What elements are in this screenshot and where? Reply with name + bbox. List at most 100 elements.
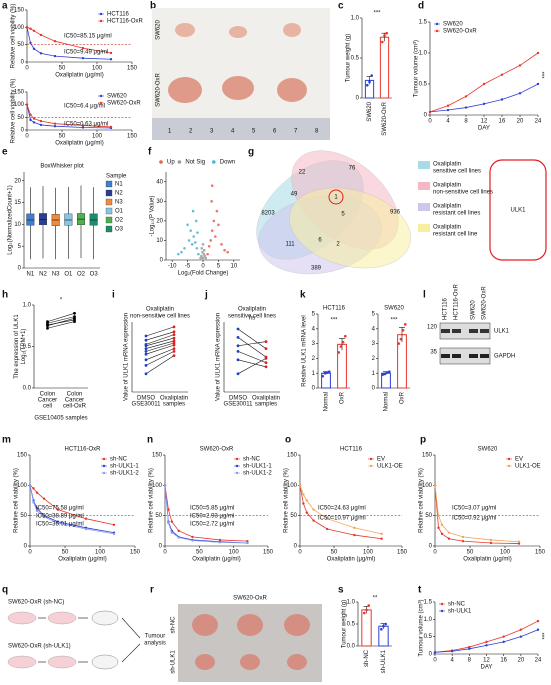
legend-label: SW620-OxR [107, 101, 141, 107]
y-tick-label: 100 [17, 483, 28, 489]
x-axis-label: Oxaliplatin (μg/ml) [55, 73, 103, 79]
y-tick-label: 10 [14, 222, 21, 228]
data-point [321, 374, 325, 378]
x-tick-label: 20 [517, 658, 524, 664]
x-tick-label: samples [163, 402, 185, 408]
data-point [380, 532, 383, 536]
x-tick-label: 0 [25, 66, 29, 72]
y-tick-label: 20 [156, 218, 163, 224]
panel-label: n [147, 435, 153, 446]
bar [337, 343, 347, 389]
data-point [236, 350, 240, 353]
data-point [200, 254, 203, 258]
data-point [144, 347, 148, 350]
data-point [264, 340, 268, 343]
x-axis-label: Oxaliplatin (μg/ml) [327, 557, 375, 563]
x-axis-label: Log₂(Fold Change) [178, 271, 229, 277]
data-point [46, 323, 49, 327]
data-point [193, 241, 197, 244]
annotation: IC50=75.58 μg/ml [36, 506, 84, 512]
legend-marker [99, 12, 103, 16]
legend-label: HCT116-OxR [107, 19, 144, 25]
x-tick-label: 0 [28, 550, 32, 556]
data-point [206, 252, 209, 256]
data-point [218, 541, 222, 544]
y-tick-label: 0 [24, 544, 28, 550]
pair-line [145, 351, 175, 366]
data-point [500, 98, 504, 101]
panel-label: g [248, 147, 254, 158]
legend-label: sh-ULK1-1 [243, 464, 272, 470]
x-tick-label: 4 [450, 658, 454, 664]
data-point [81, 124, 85, 127]
y-tick-label: 3 [312, 341, 316, 347]
y-tick-label: 5 [312, 312, 316, 318]
panel-label: r [150, 585, 154, 596]
data-point [385, 31, 389, 35]
y-tick-label: 150 [14, 90, 25, 96]
data-point [167, 508, 170, 511]
x-tick-label: samples [255, 402, 277, 408]
band [452, 329, 461, 333]
x-tick-label: 0 [201, 264, 205, 270]
y-tick-label: 0 [21, 128, 25, 134]
legend-marker [435, 29, 439, 33]
legend-label: N2 [115, 191, 123, 197]
tumour [192, 614, 218, 636]
group-label: SW620-OxR (sh-ULK1) [8, 644, 71, 650]
pair-line [237, 337, 267, 358]
data-point [383, 34, 386, 37]
chart-title: SW620 [384, 306, 404, 312]
y-tick-label: 1 [312, 371, 316, 377]
pair-line [145, 334, 175, 345]
y-tick-label: 5 [372, 312, 376, 318]
data-point [180, 250, 183, 254]
data-point [433, 484, 437, 487]
x-tick-label: 100 [92, 134, 103, 140]
legend-label: SW620 [107, 94, 127, 100]
data-point [305, 511, 308, 514]
x-tick-label: O3 [90, 272, 99, 278]
band-label: ULK1 [494, 329, 510, 335]
x-tick-label: Oxaliplatin [160, 396, 188, 402]
data-point [144, 352, 148, 356]
y-axis-label: Relative cell viability (%) [11, 4, 17, 69]
annotation: IC50=6.4 μg/ml [64, 104, 105, 110]
series-line [429, 83, 539, 113]
y-tick-label: 1.5 [424, 600, 433, 606]
y-axis-label: Tumour weight (g) [346, 34, 352, 82]
data-point [199, 256, 202, 260]
pair-line [237, 359, 267, 368]
x-tick-label: 0 [163, 550, 167, 556]
legend-swatch [418, 224, 430, 232]
x-tick-label: 150 [535, 550, 546, 556]
data-point [382, 624, 385, 628]
data-point [337, 351, 341, 354]
mouse [91, 654, 119, 670]
lane-label: HCT116 [443, 297, 449, 320]
chart-title: SW620-OxR [200, 447, 234, 453]
data-point [109, 51, 113, 55]
legend-marker [369, 464, 373, 468]
x-tick-label: 100 [500, 550, 511, 556]
highlight-circle [328, 189, 344, 205]
y-tick-label: 1.0 [419, 51, 428, 57]
data-point [53, 54, 57, 58]
data-point [328, 370, 331, 374]
pair-line [145, 342, 175, 352]
x-tick-label: 150 [130, 550, 141, 556]
x-tick-label: Cancer [65, 398, 84, 404]
arrow [121, 643, 141, 663]
y-tick-label: 20 [14, 178, 21, 184]
y-tick-label: 0.5 [419, 82, 428, 88]
tumour [283, 23, 301, 37]
data-point [485, 644, 488, 647]
data-point [84, 517, 88, 520]
panel-label: q [2, 585, 8, 596]
x-tick-label: Normal [384, 392, 390, 411]
x-tick-label: 4 [446, 119, 450, 125]
lane-label: HCT116-OxR [454, 283, 460, 320]
data-point [353, 533, 356, 537]
y-axis-label: Relative cell viability (%) [419, 468, 425, 533]
y-axis-label: Value of ULK1 mRNA expression [124, 313, 130, 401]
